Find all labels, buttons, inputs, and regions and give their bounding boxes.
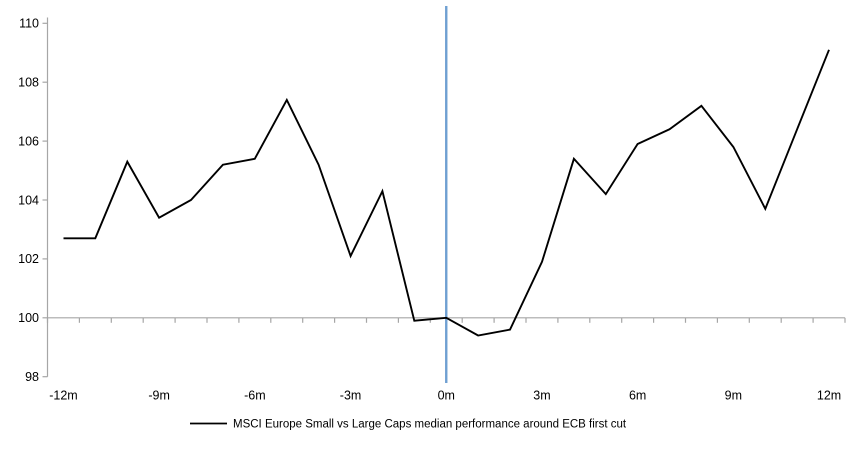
series-line bbox=[63, 49, 830, 337]
legend-label: MSCI Europe Small vs Large Caps median p… bbox=[233, 419, 627, 431]
legend: MSCI Europe Small vs Large Caps median p… bbox=[190, 419, 627, 431]
y-tick-label: 108 bbox=[18, 76, 39, 90]
x-tick-label: -12m bbox=[49, 389, 77, 403]
x-tick-label: 0m bbox=[438, 389, 455, 403]
y-tick-label: 106 bbox=[18, 134, 39, 148]
y-tick-label: 110 bbox=[19, 17, 39, 31]
x-tick-label: 12m bbox=[817, 389, 841, 403]
y-tick-label: 98 bbox=[25, 370, 39, 384]
x-tick-label: -9m bbox=[148, 389, 170, 403]
x-tick-label: 3m bbox=[533, 389, 550, 403]
axes-layer: 98 100 102 104 106 108 110 -12m -9m -6m -3m 0m 3m 6m 9… bbox=[18, 17, 846, 403]
y-tick-label: 100 bbox=[18, 311, 39, 325]
x-tick-label: 9m bbox=[725, 389, 742, 403]
x-tick-label: 6m bbox=[629, 389, 646, 403]
x-tick-label: -3m bbox=[340, 389, 362, 403]
series-layer bbox=[63, 6, 830, 383]
x-tick-label: -6m bbox=[244, 389, 266, 403]
y-tick-label: 102 bbox=[18, 252, 39, 266]
y-tick-label: 104 bbox=[18, 193, 39, 207]
